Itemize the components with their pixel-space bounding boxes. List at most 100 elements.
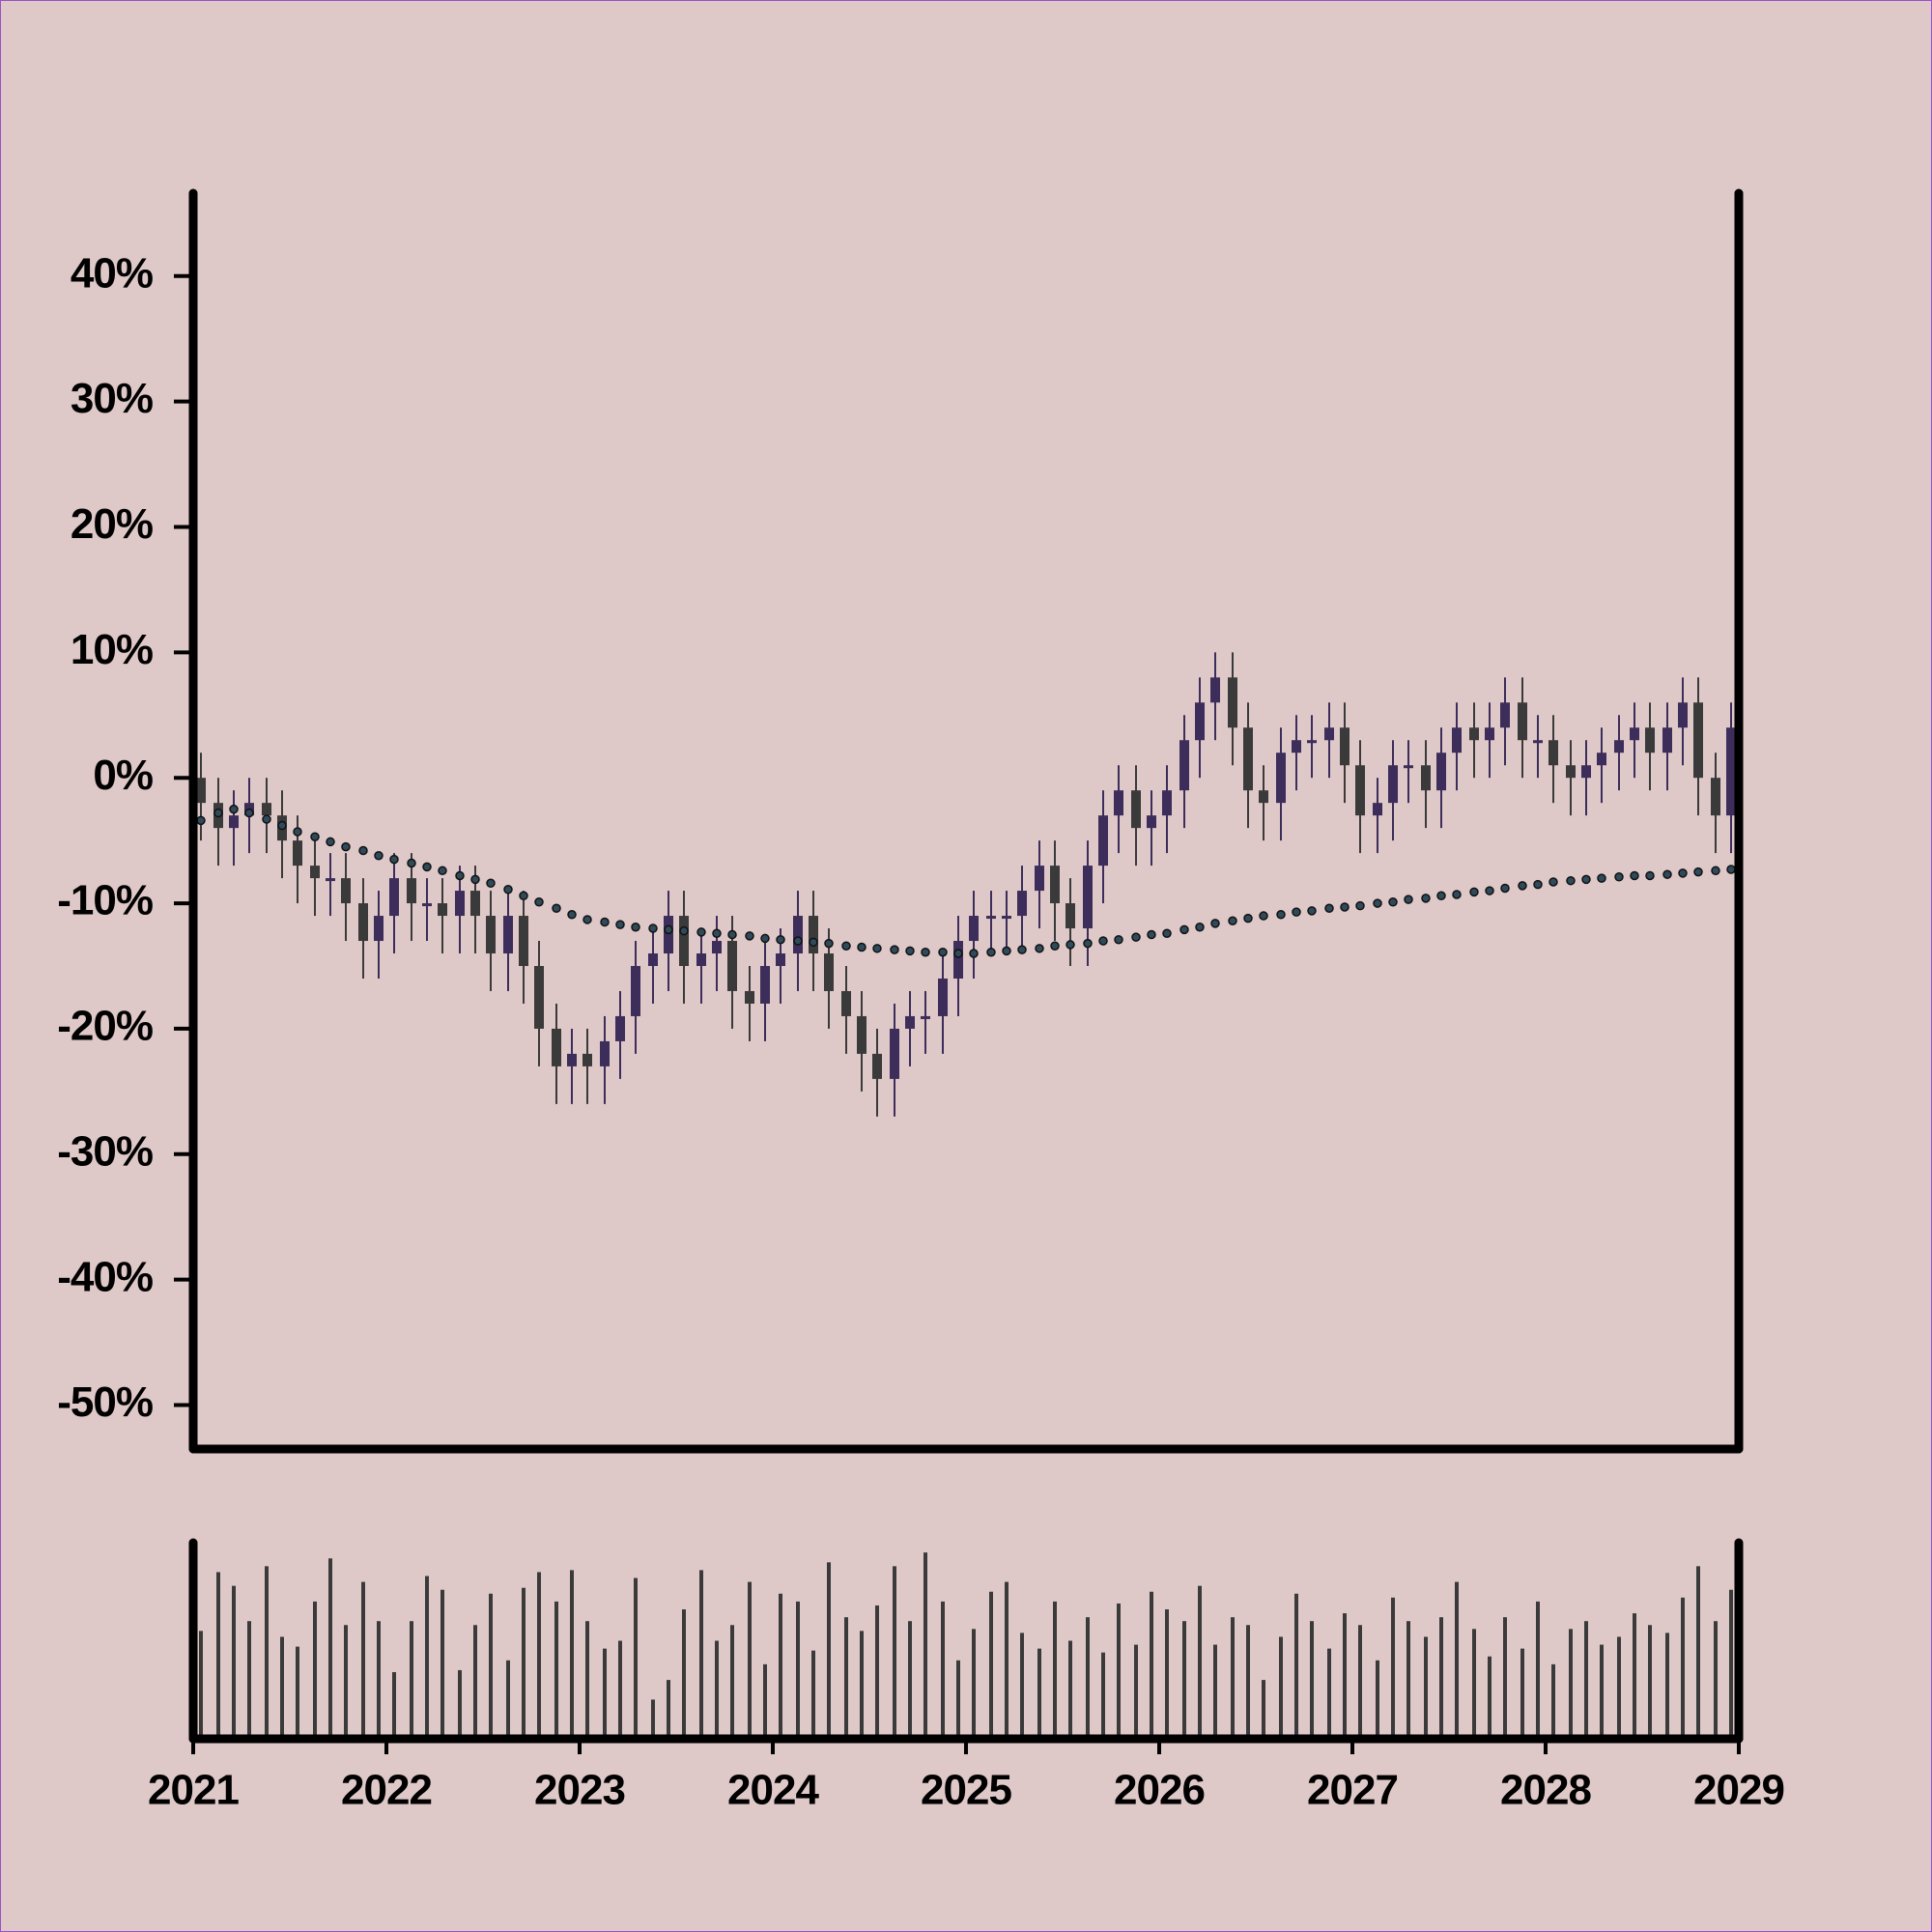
- y-tick-label: -30%: [57, 1127, 153, 1175]
- volume-bar: [1358, 1625, 1362, 1739]
- candle-body: [1228, 677, 1237, 728]
- candle-body: [1114, 790, 1123, 816]
- moving-average-dot: [1678, 868, 1688, 878]
- volume-bar: [247, 1621, 251, 1739]
- moving-average-dot: [776, 934, 785, 945]
- candle-body: [727, 941, 737, 991]
- volume-bar: [232, 1585, 236, 1739]
- moving-average-dot: [293, 827, 302, 837]
- volume-bar: [1536, 1601, 1540, 1739]
- candle-body: [615, 1015, 625, 1041]
- volume-bar: [989, 1591, 993, 1739]
- candle-body: [1195, 702, 1205, 741]
- moving-average-dot: [1645, 870, 1655, 881]
- moving-average-dot: [841, 941, 851, 951]
- moving-average-dot: [1452, 890, 1462, 899]
- volume-bar: [682, 1609, 686, 1739]
- volume-bar: [1134, 1644, 1138, 1739]
- x-tick-label: 2025: [921, 1767, 1011, 1814]
- moving-average-dot: [503, 885, 513, 895]
- volume-bar: [1617, 1636, 1621, 1739]
- volume-bar: [827, 1562, 831, 1739]
- candle-body: [503, 916, 513, 954]
- moving-average-dot: [277, 820, 287, 831]
- candle-body: [358, 903, 368, 942]
- y-tick-label: -10%: [57, 877, 153, 924]
- moving-average-dot: [631, 922, 640, 932]
- moving-average-dot: [1421, 894, 1431, 903]
- moving-average-dot: [679, 925, 689, 936]
- candle-body: [1162, 790, 1172, 816]
- volume-bar: [908, 1621, 912, 1739]
- volume-bar: [1262, 1680, 1265, 1739]
- moving-average-dot: [615, 920, 625, 929]
- volume-bar: [618, 1640, 622, 1739]
- y-tick-label: -50%: [57, 1378, 153, 1426]
- moving-average-dot: [938, 947, 948, 957]
- moving-average-dot: [1131, 932, 1141, 942]
- moving-average-dot: [1548, 877, 1558, 887]
- candle-body: [1065, 903, 1075, 929]
- moving-average-dot: [262, 814, 271, 824]
- candle-body: [552, 1028, 561, 1066]
- moving-average-dot: [1228, 916, 1237, 925]
- candle-body: [631, 966, 640, 1016]
- candle-body: [986, 916, 996, 920]
- moving-average-dot: [1404, 895, 1413, 904]
- volume-bar: [651, 1699, 655, 1739]
- candle-body: [1711, 778, 1720, 816]
- moving-average-dot: [1050, 941, 1060, 951]
- moving-average-dot: [310, 832, 320, 841]
- candle-body: [1630, 727, 1639, 741]
- candle-body: [229, 815, 239, 829]
- volume-bar: [313, 1601, 317, 1739]
- moving-average-dot: [1485, 886, 1494, 895]
- volume-bar: [1681, 1597, 1685, 1739]
- moving-average-dot: [196, 815, 206, 826]
- moving-average-dot: [486, 878, 496, 889]
- volume-bar: [377, 1621, 381, 1739]
- x-tick-label: 2027: [1307, 1767, 1398, 1814]
- y-tick-label: 30%: [71, 375, 153, 422]
- candle-body: [1098, 815, 1108, 867]
- moving-average-dot: [374, 850, 384, 861]
- candle-body: [1726, 727, 1736, 816]
- candle-body: [1614, 740, 1624, 753]
- moving-average-dot: [824, 938, 834, 949]
- volume-bar: [1327, 1648, 1331, 1739]
- volume-bar: [1488, 1656, 1492, 1739]
- volume-bar: [425, 1576, 429, 1739]
- volume-bar: [779, 1593, 782, 1739]
- volume-bar: [1165, 1609, 1169, 1739]
- candle-body: [1581, 765, 1591, 779]
- volume-bar: [1294, 1593, 1298, 1739]
- candle-body: [872, 1053, 882, 1079]
- candle-body: [857, 1015, 867, 1054]
- candle-body: [809, 916, 818, 954]
- volume-bar: [1086, 1617, 1090, 1739]
- volume-bar: [522, 1587, 526, 1739]
- x-tick-label: 2021: [148, 1767, 239, 1814]
- candle-body: [1678, 702, 1688, 728]
- volume-bar: [1391, 1597, 1395, 1739]
- moving-average-dot: [389, 854, 399, 865]
- candle-body: [1243, 727, 1253, 791]
- moving-average-dot: [1711, 866, 1720, 876]
- candle-body: [679, 916, 689, 966]
- candle-body: [1002, 916, 1011, 920]
- moving-average-dot: [470, 874, 480, 885]
- volume-bar: [1472, 1629, 1476, 1739]
- moving-average-dot: [696, 927, 706, 937]
- volume-bar: [1520, 1648, 1524, 1739]
- candle-body: [374, 916, 384, 942]
- volume-bar: [1279, 1636, 1283, 1739]
- moving-average-dot: [567, 910, 577, 920]
- volume-bar: [1648, 1625, 1652, 1739]
- candle-body: [1324, 727, 1334, 741]
- moving-average-dot: [534, 897, 544, 907]
- volume-bar: [1503, 1617, 1507, 1739]
- volume-bar: [634, 1577, 638, 1739]
- volume-bar: [570, 1570, 574, 1739]
- moving-average-dot: [1388, 897, 1398, 907]
